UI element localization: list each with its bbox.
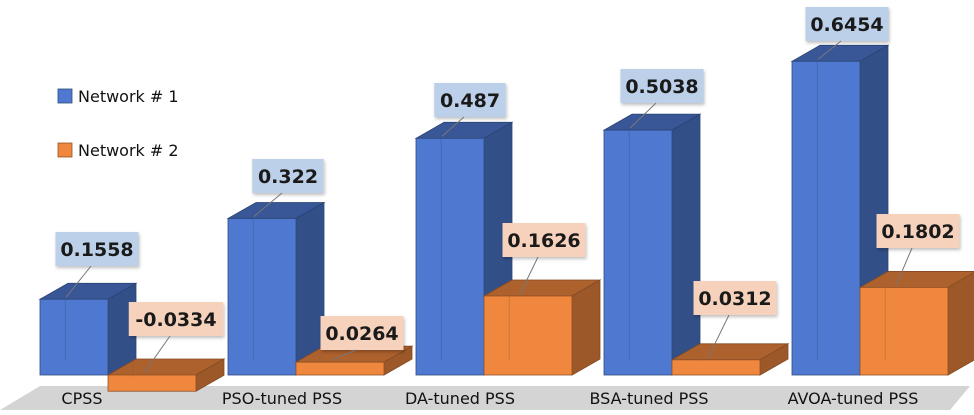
svg-text:0.5038: 0.5038 (625, 76, 698, 98)
legend: Network # 1 Network # 2 (57, 87, 179, 160)
legend-swatch (57, 142, 73, 158)
bar-1-0 (38, 282, 138, 376)
svg-text:0.487: 0.487 (440, 90, 500, 112)
data-label-2-4: 0.1802 (876, 214, 960, 286)
bar-2-4 (858, 271, 974, 376)
data-label-2-1: 0.0264 (320, 316, 404, 361)
category-label-3: BSA-tuned PSS (589, 389, 708, 408)
data-label-2-0: -0.0334 (128, 302, 224, 374)
data-label-2-3: 0.0312 (693, 281, 777, 359)
bar-1-1 (226, 201, 326, 376)
category-labels-group: CPSS PSO-tuned PSS DA-tuned PSS BSA-tuned P… (61, 389, 918, 408)
bars-group (38, 44, 974, 392)
bar-2-1 (294, 345, 414, 376)
data-label-1-2: 0.487 (434, 83, 506, 137)
data-label-2-2: 0.1626 (502, 223, 586, 295)
bar-2-2 (482, 279, 602, 376)
category-label-2: DA-tuned PSS (405, 389, 515, 408)
data-label-1-4: 0.6454 (805, 7, 889, 60)
category-label-1: PSO-tuned PSS (222, 389, 342, 408)
svg-text:0.0264: 0.0264 (325, 323, 398, 345)
svg-text:0.6454: 0.6454 (810, 14, 883, 36)
legend-label: Network # 1 (78, 87, 179, 106)
svg-text:0.1558: 0.1558 (60, 239, 133, 261)
svg-text:0.1626: 0.1626 (507, 230, 580, 252)
bar-2-3 (670, 343, 790, 376)
legend-label: Network # 2 (78, 141, 179, 160)
svg-text:0.1802: 0.1802 (881, 221, 954, 243)
data-label-1-1: 0.322 (252, 159, 324, 217)
legend-item-2: Network # 2 (57, 141, 179, 160)
chart-floor (0, 386, 970, 410)
legend-swatch (57, 88, 73, 104)
bar-2-0 (106, 358, 226, 392)
bar-1-3 (602, 113, 702, 376)
category-label-4: AVOA-tuned PSS (788, 389, 919, 408)
data-label-1-0: 0.1558 (55, 232, 139, 298)
svg-text:0.322: 0.322 (258, 166, 318, 188)
svg-text:-0.0334: -0.0334 (135, 309, 216, 331)
legend-item-1: Network # 1 (57, 87, 179, 106)
data-label-1-3: 0.5038 (620, 69, 704, 129)
category-label-0: CPSS (61, 389, 102, 408)
data-labels-group: 0.1558 0.322 0.487 0.5038 0.6454 -0.0334 0.026… (55, 7, 960, 374)
svg-text:0.0312: 0.0312 (698, 288, 771, 310)
